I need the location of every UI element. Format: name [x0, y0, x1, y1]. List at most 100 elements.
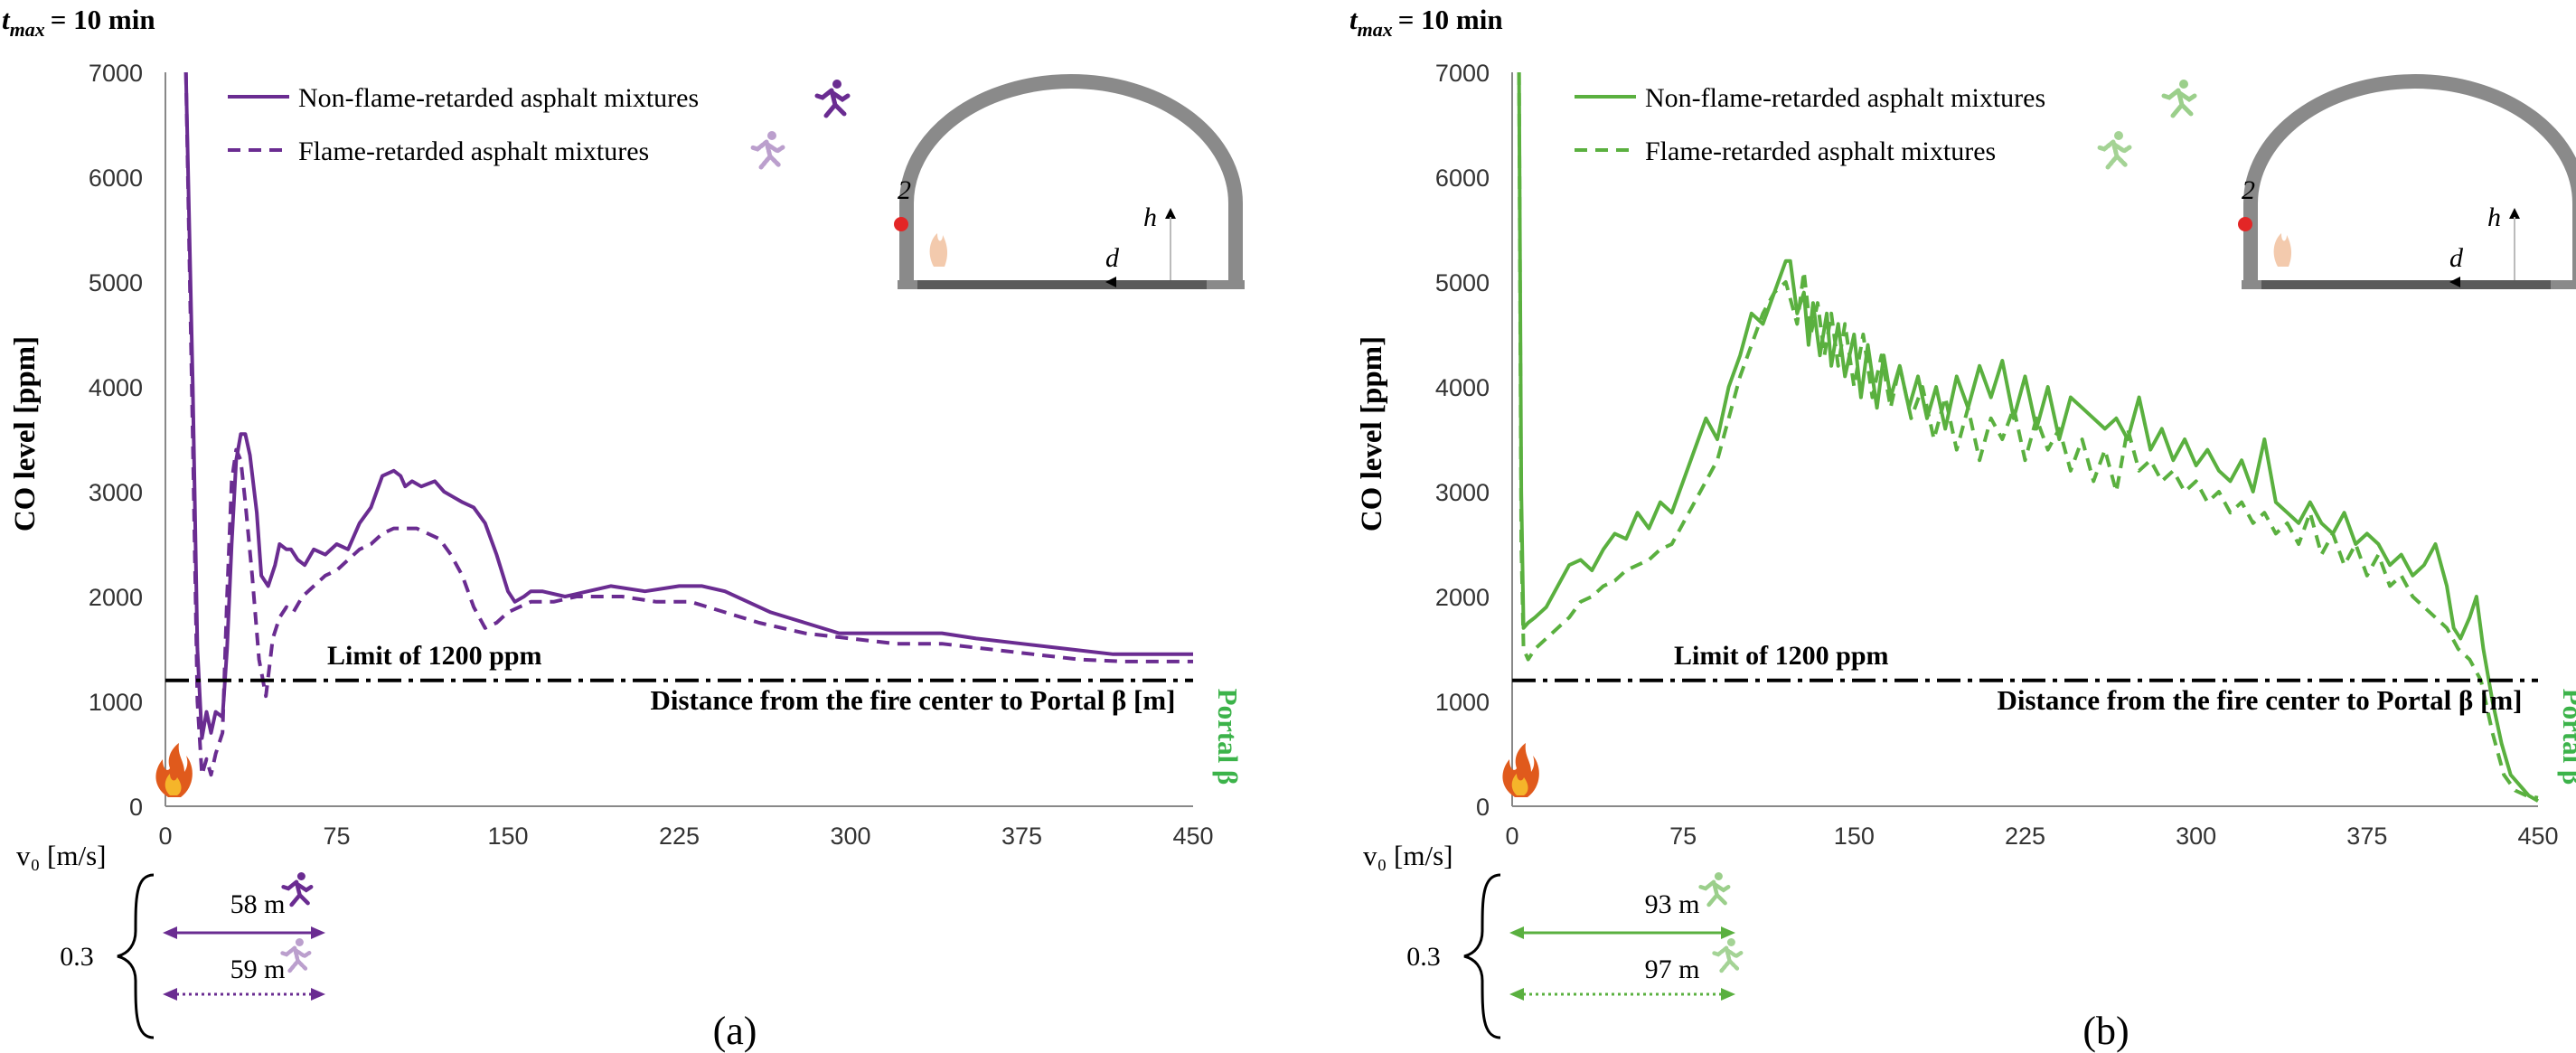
x-tick-label: 375	[2346, 823, 2387, 850]
legend-label: Flame-retarded asphalt mixtures	[1645, 136, 1996, 166]
header-panel-a: tmax = 10 min	[2, 4, 155, 41]
d-label: d	[2449, 243, 2464, 273]
x-axis-label: Distance from the fire center to Portal …	[650, 684, 1175, 716]
up-arrow-icon	[2509, 208, 2520, 219]
header-sub: max	[1358, 18, 1393, 41]
left-arrow-icon	[2449, 277, 2460, 287]
tunnel-cross-section-inset: 2 h d	[2238, 74, 2576, 289]
y-tick-labels: 0 1000 2000 3000 4000 5000 6000 7000	[1435, 60, 1490, 821]
arrow-label: 58 m	[230, 889, 286, 919]
runner-icon	[1698, 872, 1731, 907]
distance-arrow-solid: 58 m	[163, 872, 325, 939]
legend-entry: Flame-retarded asphalt mixtures	[1575, 131, 2132, 170]
sensor-point-marker	[894, 217, 908, 231]
sensor-point-marker	[2238, 217, 2252, 231]
y-tick-label: 5000	[89, 269, 143, 296]
brace	[117, 873, 155, 1039]
velocity-value: 0.3	[1406, 942, 1441, 972]
x-tick-label: 300	[2176, 823, 2216, 850]
y-tick-label: 6000	[1435, 165, 1490, 192]
portal-label: Portal β	[1212, 689, 1244, 785]
y-tick-label: 3000	[89, 479, 143, 506]
y-tick-label: 2000	[89, 584, 143, 611]
limit-label: Limit of 1200 ppm	[327, 641, 542, 671]
distance-arrow-dotted: 97 m	[1509, 938, 1744, 1001]
velocity-label: v₀ [m/s]	[1363, 840, 1453, 871]
fire-icon	[155, 743, 193, 797]
fire-icon	[929, 233, 948, 267]
y-tick-label: 7000	[89, 60, 143, 87]
distance-arrow-solid: 93 m	[1509, 872, 1735, 939]
y-tick-label: 6000	[89, 165, 143, 192]
runner-faded-icon	[279, 938, 312, 973]
x-tick-label: 75	[1669, 823, 1697, 850]
x-tick-label: 0	[158, 823, 172, 850]
up-arrow-icon	[1165, 208, 1176, 219]
sensor-point-label: 2	[898, 175, 911, 205]
y-tick-label: 7000	[1435, 60, 1490, 87]
x-tick-label: 150	[1834, 823, 1875, 850]
runner-icon	[814, 80, 851, 118]
y-tick-label: 1000	[89, 689, 143, 716]
y-axis-label: CO level [ppm]	[1356, 336, 1388, 531]
legend: Non-flame-retarded asphalt mixtures Flam…	[1575, 80, 2197, 170]
header-rest: = 10 min	[1398, 4, 1503, 35]
y-axis-label: CO level [ppm]	[9, 336, 42, 531]
chart-panel-b: tmax = 10 min CO level [ppm] 0 1000 2000 300…	[1349, 4, 2576, 1053]
x-tick-label: 375	[1001, 823, 1042, 850]
x-tick-label: 150	[487, 823, 528, 850]
runner-faded-icon	[2096, 131, 2132, 170]
limit-label: Limit of 1200 ppm	[1674, 641, 1889, 671]
fire-icon	[2273, 233, 2292, 267]
x-tick-labels: 0 75 150 225 300 375 450	[158, 823, 1213, 850]
runner-faded-icon	[1711, 938, 1744, 973]
x-tick-label: 225	[2005, 823, 2045, 850]
panel-caption: (a)	[713, 1009, 757, 1053]
series-layer	[183, 71, 1193, 777]
header-panel-b: tmax = 10 min	[1349, 4, 1503, 41]
legend-entry: Non-flame-retarded asphalt mixtures	[228, 80, 851, 118]
x-tick-labels: 0 75 150 225 300 375 450	[1505, 823, 2558, 850]
x-tick-label: 450	[1172, 823, 1213, 850]
header-rest: = 10 min	[51, 4, 155, 35]
y-tick-label: 3000	[1435, 479, 1490, 506]
left-arrow-icon	[1105, 277, 1116, 287]
series-line-non-flame-retarded	[183, 71, 1193, 740]
series-line-non-flame-retarded	[1517, 71, 2539, 803]
legend-label: Non-flame-retarded asphalt mixtures	[1645, 83, 2045, 113]
x-tick-label: 450	[2517, 823, 2558, 850]
y-tick-label: 0	[1476, 794, 1490, 821]
legend-label: Flame-retarded asphalt mixtures	[298, 136, 649, 166]
arrow-label: 93 m	[1645, 889, 1700, 919]
brace	[1463, 873, 1501, 1039]
velocity-value: 0.3	[60, 942, 94, 972]
legend-entry: Flame-retarded asphalt mixtures	[228, 131, 785, 170]
fire-icon	[1502, 743, 1539, 797]
x-axis-label: Distance from the fire center to Portal …	[1997, 684, 2522, 716]
x-tick-label: 300	[830, 823, 870, 850]
velocity-label: v₀ [m/s]	[16, 840, 107, 871]
y-tick-label: 1000	[1435, 689, 1490, 716]
runner-faded-icon	[749, 131, 785, 170]
tunnel-cross-section-inset: 2 h d	[894, 74, 1245, 289]
sensor-point-label: 2	[2242, 175, 2255, 205]
legend-entry: Non-flame-retarded asphalt mixtures	[1575, 80, 2197, 118]
panel-caption: (b)	[2082, 1009, 2129, 1053]
series-line-flame-retarded	[1517, 71, 2539, 800]
legend: Non-flame-retarded asphalt mixtures Flam…	[228, 80, 851, 170]
series-layer	[1517, 71, 2539, 803]
distance-arrow-dotted: 59 m	[163, 938, 325, 1001]
header-sub: max	[10, 18, 45, 41]
y-tick-labels: 0 1000 2000 3000 4000 5000 6000 7000	[89, 60, 143, 821]
d-label: d	[1105, 243, 1120, 273]
chart-panel-a: tmax = 10 min CO level [ppm] 0 1000 2000 300…	[2, 4, 1245, 1053]
portal-label: Portal β	[2557, 689, 2576, 785]
runner-icon	[281, 872, 314, 907]
header-var: t	[1349, 4, 1359, 35]
legend-label: Non-flame-retarded asphalt mixtures	[298, 83, 699, 113]
arrow-label: 97 m	[1645, 954, 1700, 984]
series-line-flame-retarded	[183, 71, 1193, 777]
h-label: h	[2487, 202, 2501, 232]
header-var: t	[2, 4, 11, 35]
